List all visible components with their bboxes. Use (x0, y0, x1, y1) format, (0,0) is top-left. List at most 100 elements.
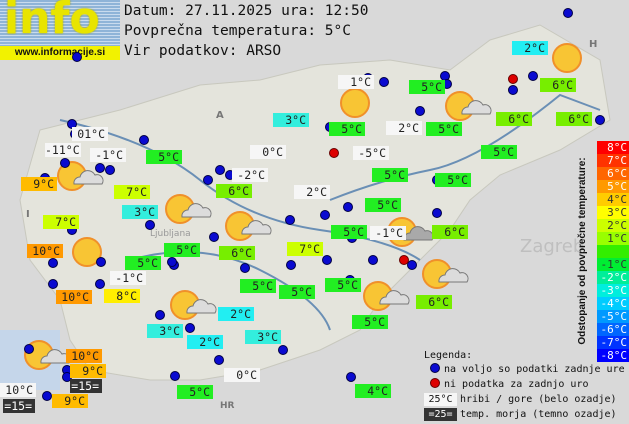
temperature-label: 4°C (355, 384, 391, 398)
temperature-label: 2°C (187, 335, 223, 349)
station-marker[interactable] (203, 175, 213, 185)
station-marker[interactable] (42, 391, 52, 401)
temperature-label: 5°C (146, 150, 182, 164)
temperature-label: 5°C (409, 80, 445, 94)
scale-step: -8°C (597, 349, 629, 362)
logo-url[interactable]: www.informacije.si (0, 46, 120, 60)
scale-step: -1°C (597, 258, 629, 271)
country-austria: A (216, 110, 224, 121)
station-marker[interactable] (215, 165, 225, 175)
station-marker[interactable] (286, 260, 296, 270)
scale-step: -3°C (597, 284, 629, 297)
temperature-label: -1°C (90, 148, 126, 162)
temperature-label: 5°C (240, 279, 276, 293)
sun-cloud-icon (57, 161, 104, 191)
temperature-label: 10°C (27, 244, 63, 258)
temperature-label: 5°C (329, 122, 365, 136)
station-marker[interactable] (145, 220, 155, 230)
hill-sample: 25°C (424, 393, 457, 406)
temperature-label: 10°C (66, 349, 102, 363)
sun-icon (340, 88, 370, 118)
station-marker[interactable] (60, 158, 70, 168)
temperature-label: 5°C (279, 285, 315, 299)
red-dot-icon (430, 378, 440, 388)
temperature-label: 5°C (426, 122, 462, 136)
sun-cloud-icon (422, 259, 469, 289)
station-marker[interactable] (285, 215, 295, 225)
temperature-label: 9°C (70, 364, 106, 378)
station-marker[interactable] (278, 345, 288, 355)
temperature-label: 0°C (250, 145, 286, 159)
place-zagreb: Zagreb (520, 236, 584, 257)
legend-missing: ni podatka za zadnjo uro (444, 379, 589, 390)
station-marker[interactable] (209, 232, 219, 242)
station-marker[interactable] (95, 163, 105, 173)
date-time: Datum: 27.11.2025 ura: 12:50 (124, 3, 369, 19)
temperature-label: 5°C (125, 256, 161, 270)
scale-step: -7°C (597, 336, 629, 349)
station-missing-marker[interactable] (399, 255, 409, 265)
station-marker[interactable] (72, 52, 82, 62)
scale-step: 6°C (597, 167, 629, 180)
sun-icon (72, 237, 102, 267)
station-marker[interactable] (24, 344, 34, 354)
average-temperature: Povprečna temperatura: 5°C (124, 23, 351, 39)
temperature-label: 6°C (216, 184, 252, 198)
temperature-label: 01°C (72, 127, 108, 141)
station-marker[interactable] (368, 255, 378, 265)
station-marker[interactable] (240, 263, 250, 273)
station-marker[interactable] (96, 257, 106, 267)
station-marker[interactable] (407, 260, 417, 270)
temperature-label: -11°C (45, 143, 81, 157)
temperature-label: -2°C (232, 168, 268, 182)
station-marker[interactable] (167, 257, 177, 267)
station-marker[interactable] (322, 255, 332, 265)
temperature-label: -1°C (370, 226, 406, 240)
temperature-label: 5°C (365, 198, 401, 212)
logo[interactable]: info www.informacije.si (0, 0, 120, 60)
country-italy: I (26, 209, 30, 220)
temperature-label: -5°C (353, 146, 389, 160)
temperature-label: 6°C (219, 246, 255, 260)
station-marker[interactable] (595, 115, 605, 125)
scale-step: 4°C (597, 193, 629, 206)
temperature-label: 2°C (386, 121, 422, 135)
deviation-scale: 8°C 7°C 6°C 5°C 4°C 3°C 2°C 1°C -1°C -2°C -3°C -4°C… (597, 141, 629, 362)
temperature-label: 9°C (21, 177, 57, 191)
temperature-label: 10°C (56, 290, 92, 304)
station-marker[interactable] (155, 310, 165, 320)
temperature-label: 6°C (540, 78, 576, 92)
station-marker[interactable] (95, 279, 105, 289)
station-marker[interactable] (528, 71, 538, 81)
temperature-label: 6°C (416, 295, 452, 309)
temperature-label: 8°C (104, 289, 140, 303)
station-marker[interactable] (379, 77, 389, 87)
scale-step: 2°C (597, 219, 629, 232)
scale-step: 7°C (597, 154, 629, 167)
station-marker[interactable] (139, 135, 149, 145)
station-missing-marker[interactable] (329, 148, 339, 158)
station-marker[interactable] (415, 106, 425, 116)
station-marker[interactable] (346, 372, 356, 382)
station-marker[interactable] (105, 165, 115, 175)
station-marker[interactable] (48, 258, 58, 268)
place-ljubljana: Ljubljana (150, 229, 191, 239)
temperature-label: 6°C (432, 225, 468, 239)
station-marker[interactable] (343, 202, 353, 212)
legend-sea: temp. morja (temno ozadje) (460, 409, 617, 420)
temperature-label: 7°C (287, 242, 323, 256)
station-marker[interactable] (170, 371, 180, 381)
legend-available: na voljo so podatki zadnje ure (444, 364, 625, 375)
station-marker[interactable] (214, 355, 224, 365)
station-missing-marker[interactable] (508, 74, 518, 84)
station-marker[interactable] (508, 85, 518, 95)
station-marker[interactable] (432, 208, 442, 218)
scale-step: -6°C (597, 323, 629, 336)
blue-dot-icon (430, 363, 440, 373)
country-croatia: HR (220, 401, 235, 411)
scale-step: 8°C (597, 141, 629, 154)
station-marker[interactable] (320, 210, 330, 220)
station-marker[interactable] (48, 279, 58, 289)
station-marker[interactable] (563, 8, 573, 18)
station-marker[interactable] (185, 323, 195, 333)
